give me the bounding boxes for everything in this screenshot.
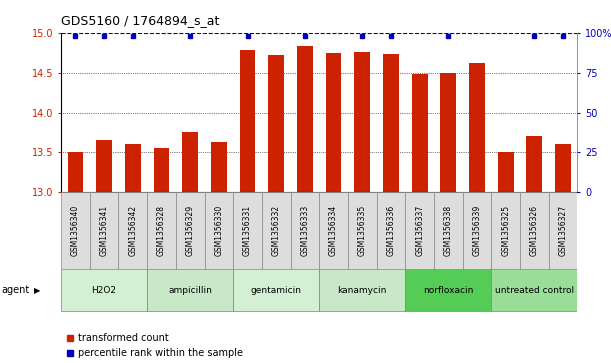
Bar (211, 142, 227, 192)
FancyBboxPatch shape (376, 192, 405, 269)
FancyBboxPatch shape (291, 192, 319, 269)
Bar (268, 55, 284, 192)
Bar (240, 50, 255, 192)
FancyBboxPatch shape (348, 192, 376, 269)
FancyBboxPatch shape (405, 269, 491, 311)
Bar (527, 136, 542, 192)
FancyBboxPatch shape (119, 192, 147, 269)
Text: GSM1356333: GSM1356333 (301, 205, 309, 256)
Text: GSM1356337: GSM1356337 (415, 205, 424, 256)
Text: GSM1356334: GSM1356334 (329, 205, 338, 256)
FancyBboxPatch shape (463, 192, 491, 269)
Bar (555, 144, 571, 192)
Bar (383, 54, 399, 192)
Bar (354, 52, 370, 192)
Text: GDS5160 / 1764894_s_at: GDS5160 / 1764894_s_at (61, 15, 219, 28)
Text: GSM1356329: GSM1356329 (186, 205, 195, 256)
Text: GSM1356330: GSM1356330 (214, 205, 224, 256)
Bar (412, 74, 428, 192)
FancyBboxPatch shape (147, 192, 176, 269)
Text: GSM1356340: GSM1356340 (71, 205, 80, 256)
FancyBboxPatch shape (319, 192, 348, 269)
Text: GSM1356331: GSM1356331 (243, 205, 252, 256)
Text: ▶: ▶ (34, 286, 40, 295)
Legend: transformed count, percentile rank within the sample: transformed count, percentile rank withi… (66, 333, 243, 358)
FancyBboxPatch shape (61, 192, 90, 269)
Bar (68, 152, 83, 192)
Bar (97, 140, 112, 192)
Text: GSM1356328: GSM1356328 (157, 205, 166, 256)
Bar (153, 148, 169, 192)
Text: GSM1356341: GSM1356341 (100, 205, 109, 256)
Text: GSM1356339: GSM1356339 (472, 205, 481, 256)
FancyBboxPatch shape (233, 269, 319, 311)
Bar (498, 152, 514, 192)
FancyBboxPatch shape (405, 192, 434, 269)
FancyBboxPatch shape (520, 192, 549, 269)
Bar (441, 73, 456, 192)
Text: H2O2: H2O2 (92, 286, 117, 295)
Text: norfloxacin: norfloxacin (423, 286, 474, 295)
Bar (469, 63, 485, 192)
Text: ampicillin: ampicillin (168, 286, 212, 295)
FancyBboxPatch shape (176, 192, 205, 269)
Text: GSM1356342: GSM1356342 (128, 205, 137, 256)
Text: GSM1356325: GSM1356325 (501, 205, 510, 256)
FancyBboxPatch shape (491, 269, 577, 311)
Bar (326, 53, 342, 192)
FancyBboxPatch shape (491, 192, 520, 269)
Bar (182, 132, 198, 192)
FancyBboxPatch shape (549, 192, 577, 269)
FancyBboxPatch shape (205, 192, 233, 269)
FancyBboxPatch shape (262, 192, 291, 269)
FancyBboxPatch shape (434, 192, 463, 269)
Text: GSM1356327: GSM1356327 (558, 205, 568, 256)
Text: GSM1356332: GSM1356332 (272, 205, 280, 256)
Text: untreated control: untreated control (495, 286, 574, 295)
Text: GSM1356338: GSM1356338 (444, 205, 453, 256)
Bar (125, 144, 141, 192)
FancyBboxPatch shape (90, 192, 119, 269)
Text: kanamycin: kanamycin (338, 286, 387, 295)
FancyBboxPatch shape (233, 192, 262, 269)
Text: agent: agent (2, 285, 30, 295)
Bar (297, 46, 313, 192)
Text: GSM1356335: GSM1356335 (358, 205, 367, 256)
Text: GSM1356336: GSM1356336 (386, 205, 395, 256)
Text: GSM1356326: GSM1356326 (530, 205, 539, 256)
FancyBboxPatch shape (61, 269, 147, 311)
Text: gentamicin: gentamicin (251, 286, 302, 295)
FancyBboxPatch shape (319, 269, 405, 311)
FancyBboxPatch shape (147, 269, 233, 311)
